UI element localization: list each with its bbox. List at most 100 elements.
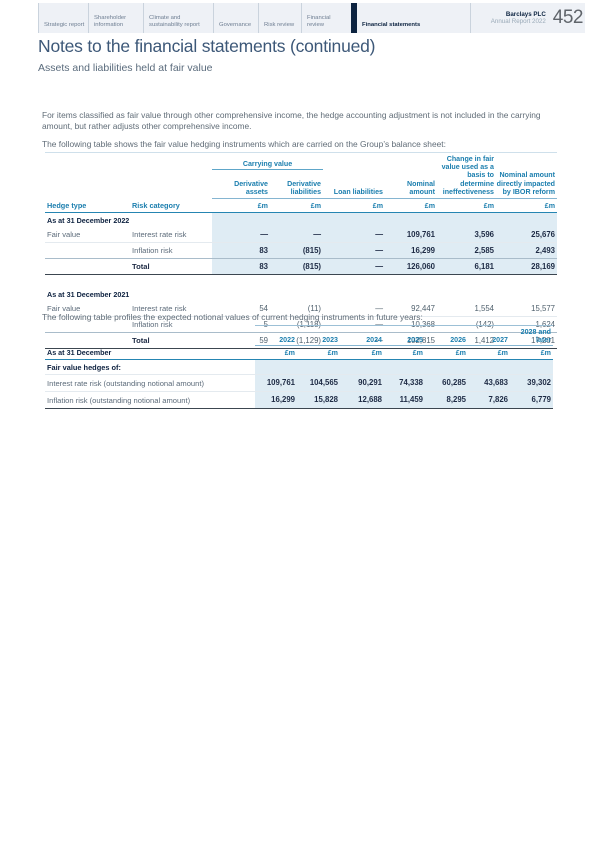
brand-block: Barclays PLC Annual Report 2022 452 — [470, 3, 585, 33]
table-cell: 16,299 — [255, 391, 297, 409]
tab-risk-review[interactable]: Risk review — [258, 3, 301, 33]
table-cell: 126,060 — [385, 257, 438, 275]
year-header: 2026 — [425, 325, 468, 346]
hedge-type-cell: Fair value — [45, 300, 130, 317]
brand-text: Barclays PLC Annual Report 2022 — [491, 11, 546, 26]
table1-intro-paragraph: The following table shows the fair value… — [42, 139, 446, 149]
tab-shareholder-information[interactable]: Shareholder information — [88, 3, 143, 33]
tab-financial-review[interactable]: Financial review — [301, 3, 351, 33]
table-cell: 8,295 — [425, 391, 468, 409]
table-cell: 1,554 — [437, 300, 497, 317]
table-cell: (815) — [270, 242, 324, 259]
unit-label: £m — [323, 198, 386, 213]
table-row: Interest rate risk (outstanding notional… — [45, 374, 553, 392]
table-cell: — — [323, 257, 386, 275]
table-cell: 16,299 — [385, 242, 438, 259]
table-row: Inflation risk 83 (815) — 16,299 2,585 2… — [45, 242, 558, 259]
tab-climate-sustainability-report[interactable]: Climate and sustainability report — [143, 3, 213, 33]
table-cell: — — [323, 226, 386, 243]
table-cell: 15,828 — [297, 391, 340, 409]
page-title: Notes to the financial statements (conti… — [38, 36, 376, 56]
column-header: Derivative liabilities — [287, 179, 322, 196]
table-cell: 92,447 — [385, 300, 438, 317]
page-number: 452 — [552, 7, 584, 28]
unit-label: £m — [437, 198, 497, 213]
unit-label: £m — [468, 345, 510, 360]
table-cell: 83 — [212, 242, 270, 259]
table-cell: 43,683 — [468, 374, 510, 392]
table-cell: 11,459 — [384, 391, 425, 409]
table-cell: 28,169 — [496, 257, 558, 275]
shaded-cell — [212, 212, 558, 227]
expected-notional-values-table: 2022 2023 2024 2025 2026 2027 2028 and l… — [45, 325, 553, 409]
unit-label: £m — [385, 198, 438, 213]
table-cell: 90,291 — [340, 374, 384, 392]
row-label: Interest rate risk (outstanding notional… — [45, 374, 255, 392]
unit-label: £m — [270, 198, 324, 213]
table-cell: 104,565 — [297, 374, 340, 392]
table-row: Fair value Interest rate risk — — — 109,… — [45, 226, 558, 243]
shaded-cell — [340, 359, 384, 375]
unit-label: £m — [496, 198, 558, 213]
tab-label: Shareholder information — [94, 15, 127, 29]
table-cell: 10,368 — [411, 319, 436, 329]
column-header: Nominal amount — [407, 179, 436, 196]
as-at-date-header: As at 31 December — [45, 345, 255, 360]
shaded-cell — [425, 359, 468, 375]
unit-header-row: As at 31 December £m £m £m £m £m £m £m — [45, 345, 553, 360]
tab-financial-statements[interactable]: Financial statements — [351, 3, 470, 33]
group-header-row: Carrying value Loan liabilities Nominal … — [45, 152, 557, 196]
tab-label: Strategic report — [44, 22, 85, 29]
table-cell: 54 — [212, 300, 270, 317]
section-label-row-2021: As at 31 December 2021 — [45, 287, 557, 301]
unit-label: £m — [212, 198, 270, 213]
table-cell: 83 — [212, 257, 270, 275]
table-row: Inflation risk 5 (1,118) — 10,368 (142) … — [45, 316, 557, 332]
table2-intro-paragraph: The following table profiles the expecte… — [42, 312, 423, 322]
brand-name: Barclays PLC — [505, 10, 546, 18]
table-cell: 1,624 — [535, 319, 556, 329]
tab-label: Governance — [219, 22, 252, 29]
unit-label: £m — [340, 345, 384, 360]
risk-category-cell: Inflation risk — [132, 319, 173, 329]
year-header: 2027 — [468, 325, 510, 346]
total-label: Total — [130, 257, 212, 275]
years-header-row: 2022 2023 2024 2025 2026 2027 2028 and l… — [45, 325, 553, 346]
table-cell: 2,493 — [496, 242, 558, 259]
table-cell: — — [270, 226, 324, 243]
risk-category-cell: Inflation risk — [132, 245, 173, 255]
year-header: 2024 — [340, 325, 384, 346]
sub-header-row: Derivative assets Derivative liabilities — [45, 169, 557, 199]
column-header: Nominal amount directly impacted by IBOR… — [496, 171, 556, 196]
shaded-cell — [510, 359, 553, 375]
shaded-cell — [384, 359, 425, 375]
unit-label: £m — [425, 345, 468, 360]
table-cell: 74,338 — [384, 374, 425, 392]
tab-label: Financial review — [307, 15, 331, 29]
table-cell: 109,761 — [255, 374, 297, 392]
column-header: Derivative assets — [234, 179, 268, 196]
table-cell: 25,676 — [496, 226, 558, 243]
unit-header-row: Hedge type Risk category £m £m £m £m £m … — [45, 198, 558, 213]
year-header: 2025 — [384, 325, 425, 346]
table-cell: 15,577 — [496, 300, 558, 317]
total-row: Total 83 (815) — 126,060 6,181 28,169 — [45, 257, 558, 275]
tab-label: Climate and sustainability report — [149, 15, 200, 29]
table-cell: 6,181 — [437, 257, 497, 275]
table-cell: 6,779 — [510, 391, 553, 409]
intro-paragraph: For items classified as fair value throu… — [42, 110, 541, 131]
section-label: As at 31 December 2021 — [47, 289, 130, 299]
shaded-cell — [297, 359, 340, 375]
unit-label: £m — [510, 345, 553, 360]
unit-label: £m — [255, 345, 297, 360]
section-label: Fair value hedges of: — [45, 359, 255, 375]
table-cell: 2,585 — [437, 242, 497, 259]
year-header: 2028 and later — [510, 325, 553, 346]
risk-category-cell: Interest rate risk — [130, 226, 212, 243]
spacer-row — [45, 274, 557, 287]
tab-strategic-report[interactable]: Strategic report — [38, 3, 88, 33]
tab-governance[interactable]: Governance — [213, 3, 258, 33]
table-cell: — — [212, 226, 270, 243]
section-label-row: Fair value hedges of: — [45, 359, 553, 375]
